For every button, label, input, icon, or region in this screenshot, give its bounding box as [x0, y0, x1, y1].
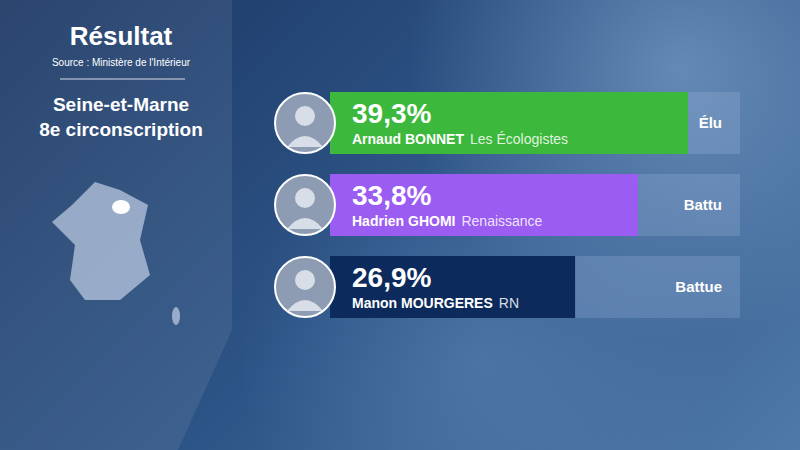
html-text:Source : Ministère de l'Intéri: Source : Ministère de l'Intérieur [52, 57, 190, 68]
svg-text:Battue: Battue [675, 278, 722, 295]
svg-text:39,3%: 39,3% [352, 98, 431, 129]
svg-text:Battu: Battu [684, 196, 722, 213]
svg-text:Élu: Élu [699, 114, 722, 131]
html-text:Résultat: Résultat [69, 21, 173, 51]
html-text:Seine-et-Marne: Seine-et-Marne [52, 94, 190, 115]
svg-text:Manon MOURGERESRN: Manon MOURGERESRN [352, 295, 519, 311]
svg-text:33,8%: 33,8% [352, 180, 431, 211]
svg-text:Hadrien GHOMIRenaissance: Hadrien GHOMIRenaissance [352, 213, 543, 229]
html-text:8e circonscription: 8e circonscription [39, 119, 203, 140]
svg-text:26,9%: 26,9% [352, 262, 431, 293]
svg-text:Arnaud BONNETLes Écologistes: Arnaud BONNETLes Écologistes [352, 131, 568, 147]
